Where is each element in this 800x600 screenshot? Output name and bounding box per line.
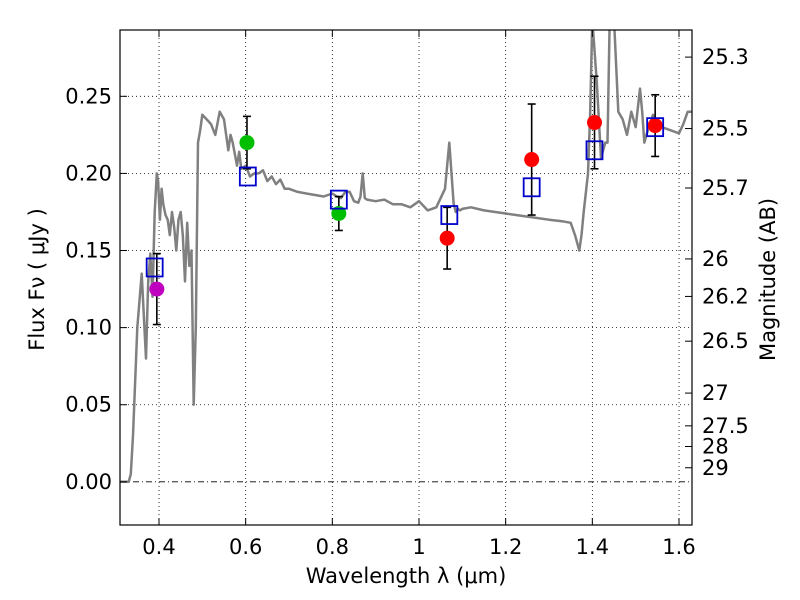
right-tick-label: 26.5 [702, 329, 749, 353]
y-tick-label: 0.10 [65, 316, 112, 340]
model-square [522, 177, 541, 198]
right-tick-label: 27 [702, 381, 729, 405]
data-point [439, 230, 455, 246]
y-tick-label: 0.25 [65, 84, 112, 108]
error-bars [152, 75, 660, 326]
spectrum-line [120, 30, 692, 484]
right-tick-label: 28 [702, 434, 729, 458]
right-axis-label: Magnitude (AB) [756, 198, 780, 361]
x-tick-label: 0.8 [316, 535, 349, 559]
y-tick-label: 0.05 [65, 393, 112, 417]
x-axis-label: Wavelength λ (μm) [306, 564, 507, 588]
right-tick-label: 25.3 [702, 45, 749, 69]
data-point [647, 118, 663, 134]
template-spectrum [120, 30, 692, 484]
model-square [440, 205, 459, 225]
x-tick-label: 1.6 [662, 535, 695, 559]
data-point [149, 281, 165, 297]
x-axis-ticks: 0.4 0.6 0.8 1 1.2 1.4 1.6 [142, 30, 696, 559]
right-tick-label: 26 [702, 247, 729, 271]
right-tick-label: 27.5 [702, 414, 749, 438]
x-tick-label: 0.4 [142, 535, 175, 559]
y-tick-label: 0.20 [65, 161, 112, 185]
y-axis-label: Flux Fν ( μJy ) [25, 208, 49, 351]
right-tick-label: 29 [702, 456, 729, 480]
data-point [239, 135, 255, 151]
model-points [145, 117, 665, 278]
model-square [145, 257, 164, 278]
x-tick-label: 0.6 [229, 535, 262, 559]
right-tick-label: 25.7 [702, 176, 749, 200]
y-tick-label: 0.15 [65, 239, 112, 263]
y-tick-label: 0.00 [65, 470, 112, 494]
model-square [646, 117, 665, 138]
right-tick-label: 25.5 [702, 117, 749, 141]
data-point [524, 152, 540, 168]
data-point [331, 206, 347, 222]
data-point [587, 115, 602, 131]
x-tick-label: 1.2 [489, 535, 522, 559]
x-tick-label: 1.4 [576, 535, 609, 559]
observed-points [149, 115, 663, 297]
grid-lines [120, 30, 692, 525]
right-tick-label: 26.2 [702, 284, 749, 308]
plot-frame [119, 29, 693, 526]
model-square [585, 140, 604, 161]
model-square [329, 189, 348, 210]
x-tick-label: 1 [412, 535, 425, 559]
model-square [238, 166, 257, 187]
y-axis-ticks: 0.00 0.05 0.10 0.15 0.20 0.25 [65, 84, 127, 494]
